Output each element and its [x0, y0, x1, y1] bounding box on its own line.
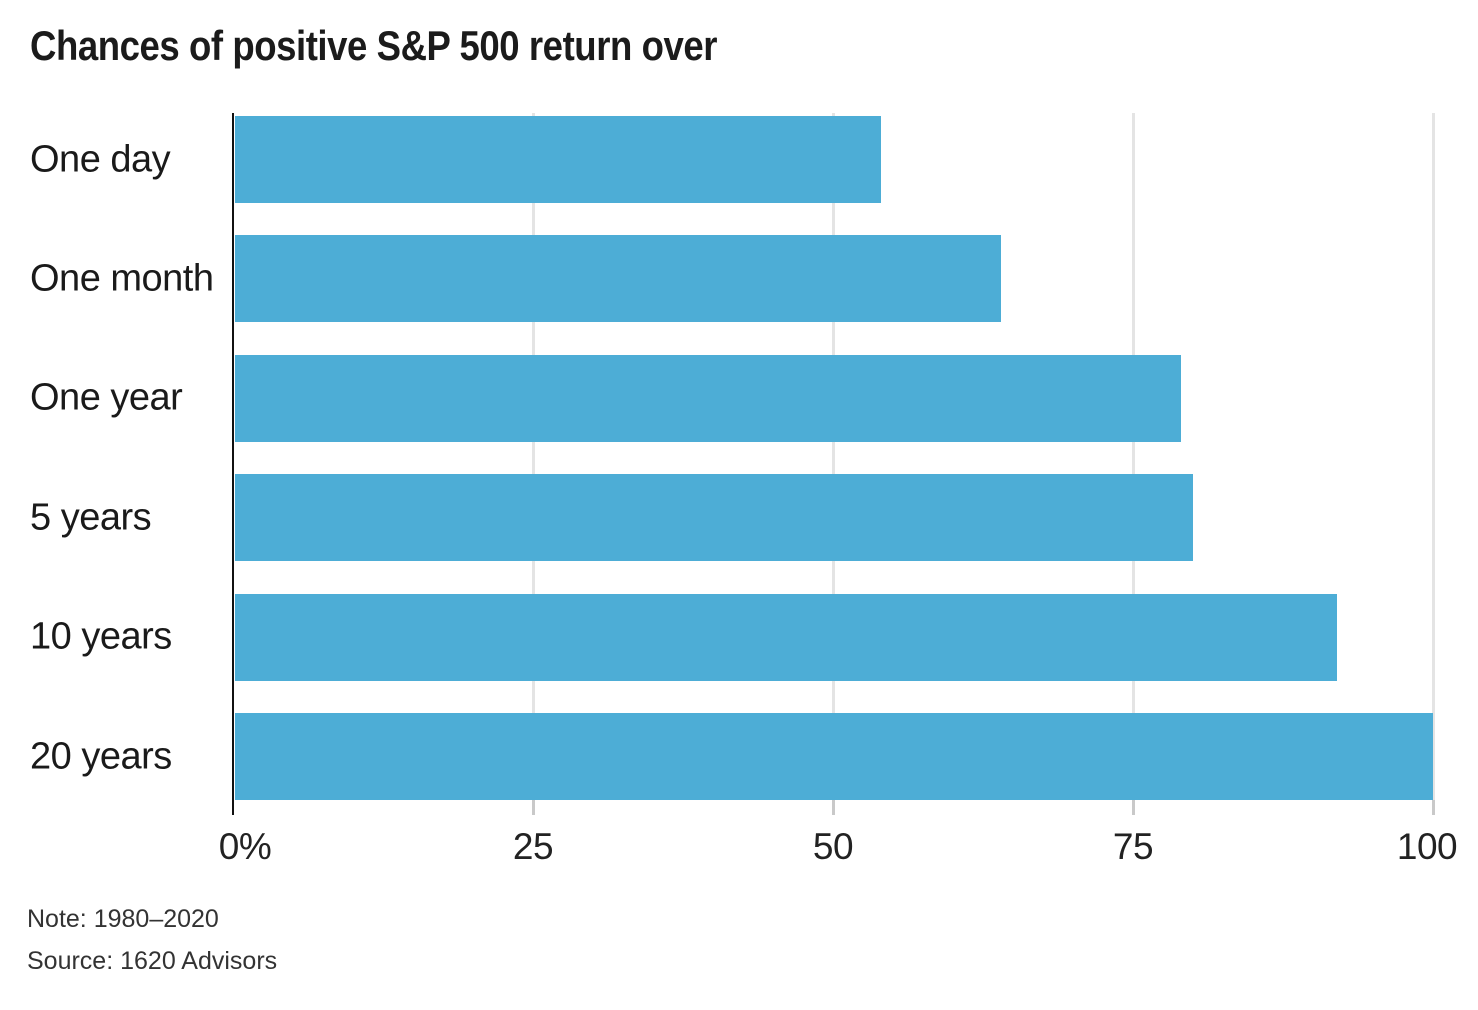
chart-note: Note: 1980–2020 [27, 905, 219, 933]
category-label-5-years: 5 years [30, 496, 152, 539]
bar-20-years [235, 713, 1433, 800]
bar-10-years [235, 593, 1337, 681]
x-tick-100 [1431, 800, 1435, 815]
category-label-one-month: One month [30, 257, 214, 300]
bar-one-day [235, 116, 881, 203]
gridline-25 [531, 113, 535, 800]
category-label-one-year: One year [30, 376, 183, 419]
category-label-one-day: One day [30, 138, 171, 180]
x-tick-label-75: 75 [1112, 826, 1154, 867]
x-tick-label-100: 100 [1396, 826, 1458, 867]
chart-source: Source: 1620 Advisors [27, 947, 278, 975]
gridline-50 [831, 113, 835, 800]
x-tick-50 [831, 800, 835, 815]
category-label-20-years: 20 years [30, 735, 172, 777]
gridline-75 [1131, 113, 1135, 800]
x-tick-75 [1131, 800, 1135, 815]
plot-area [232, 113, 1435, 815]
chart-title: Chances of positive S&P 500 return over [30, 22, 718, 69]
x-tick-label-25: 25 [512, 826, 554, 867]
y-axis-line [232, 113, 234, 815]
x-tick-label-0: 0% [218, 826, 272, 867]
gridline-100 [1431, 113, 1435, 800]
bar-one-year [235, 354, 1181, 442]
bar-5-years [235, 474, 1193, 562]
x-tick-label-50: 50 [812, 826, 854, 867]
x-tick-25 [531, 800, 535, 815]
category-label-10-years: 10 years [30, 615, 172, 658]
bar-one-month [235, 235, 1001, 323]
